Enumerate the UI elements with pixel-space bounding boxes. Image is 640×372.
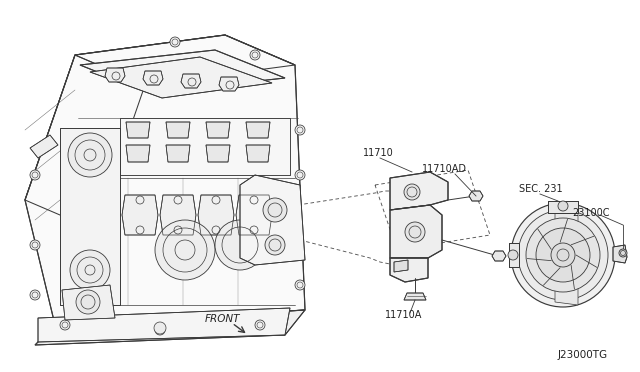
Circle shape bbox=[405, 222, 425, 242]
Polygon shape bbox=[90, 57, 272, 98]
Circle shape bbox=[215, 220, 265, 270]
Circle shape bbox=[76, 290, 100, 314]
Polygon shape bbox=[105, 68, 125, 82]
Circle shape bbox=[295, 170, 305, 180]
Polygon shape bbox=[122, 195, 158, 235]
Polygon shape bbox=[509, 243, 519, 267]
Text: J23000TG: J23000TG bbox=[558, 350, 608, 360]
Polygon shape bbox=[35, 310, 305, 345]
Polygon shape bbox=[62, 285, 115, 320]
Polygon shape bbox=[390, 205, 442, 258]
Polygon shape bbox=[166, 122, 190, 138]
Polygon shape bbox=[548, 201, 578, 213]
Polygon shape bbox=[206, 145, 230, 162]
Text: FRONT: FRONT bbox=[205, 314, 241, 324]
Circle shape bbox=[255, 320, 265, 330]
Circle shape bbox=[30, 290, 40, 300]
Polygon shape bbox=[181, 74, 201, 88]
Circle shape bbox=[558, 201, 568, 211]
Circle shape bbox=[551, 243, 575, 267]
Circle shape bbox=[70, 250, 110, 290]
Polygon shape bbox=[236, 195, 272, 235]
Polygon shape bbox=[80, 50, 285, 93]
Polygon shape bbox=[219, 77, 239, 91]
Circle shape bbox=[263, 198, 287, 222]
Polygon shape bbox=[25, 35, 305, 325]
Circle shape bbox=[265, 235, 285, 255]
Text: 23100C: 23100C bbox=[572, 208, 609, 218]
Circle shape bbox=[250, 50, 260, 60]
Polygon shape bbox=[126, 122, 150, 138]
Circle shape bbox=[511, 203, 615, 307]
Polygon shape bbox=[246, 122, 270, 138]
Circle shape bbox=[526, 218, 600, 292]
Circle shape bbox=[155, 220, 215, 280]
Polygon shape bbox=[206, 122, 230, 138]
Circle shape bbox=[518, 210, 608, 300]
Polygon shape bbox=[198, 195, 234, 235]
Circle shape bbox=[508, 250, 518, 260]
Polygon shape bbox=[555, 205, 578, 305]
Text: 11710A: 11710A bbox=[385, 310, 422, 320]
Polygon shape bbox=[613, 245, 627, 263]
Circle shape bbox=[295, 280, 305, 290]
Circle shape bbox=[404, 184, 420, 200]
Polygon shape bbox=[492, 251, 506, 261]
Polygon shape bbox=[30, 135, 58, 158]
Polygon shape bbox=[25, 55, 145, 230]
Polygon shape bbox=[143, 71, 163, 85]
Circle shape bbox=[154, 322, 166, 334]
Polygon shape bbox=[75, 35, 295, 85]
Circle shape bbox=[155, 325, 165, 335]
Polygon shape bbox=[126, 145, 150, 162]
Polygon shape bbox=[394, 260, 408, 272]
Polygon shape bbox=[160, 195, 196, 235]
Polygon shape bbox=[240, 175, 305, 265]
Polygon shape bbox=[246, 145, 270, 162]
Polygon shape bbox=[390, 172, 448, 210]
Circle shape bbox=[68, 133, 112, 177]
Polygon shape bbox=[120, 118, 290, 175]
Circle shape bbox=[295, 125, 305, 135]
Polygon shape bbox=[60, 128, 120, 305]
Text: SEC. 231: SEC. 231 bbox=[519, 184, 563, 194]
Circle shape bbox=[536, 228, 590, 282]
Circle shape bbox=[30, 170, 40, 180]
Polygon shape bbox=[38, 308, 290, 342]
Polygon shape bbox=[404, 293, 426, 300]
Circle shape bbox=[619, 249, 627, 257]
Circle shape bbox=[60, 320, 70, 330]
Polygon shape bbox=[469, 191, 483, 201]
Text: 11710: 11710 bbox=[363, 148, 394, 158]
Circle shape bbox=[30, 240, 40, 250]
Text: 11710AD: 11710AD bbox=[422, 164, 467, 174]
Polygon shape bbox=[390, 258, 428, 282]
Circle shape bbox=[170, 37, 180, 47]
Polygon shape bbox=[166, 145, 190, 162]
